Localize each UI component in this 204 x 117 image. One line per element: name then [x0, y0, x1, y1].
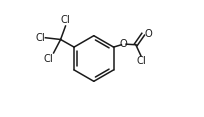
Text: Cl: Cl	[136, 57, 146, 66]
Text: Cl: Cl	[61, 15, 70, 25]
Text: Cl: Cl	[35, 33, 45, 43]
Text: O: O	[120, 39, 127, 49]
Text: O: O	[145, 29, 152, 39]
Text: Cl: Cl	[43, 53, 53, 64]
